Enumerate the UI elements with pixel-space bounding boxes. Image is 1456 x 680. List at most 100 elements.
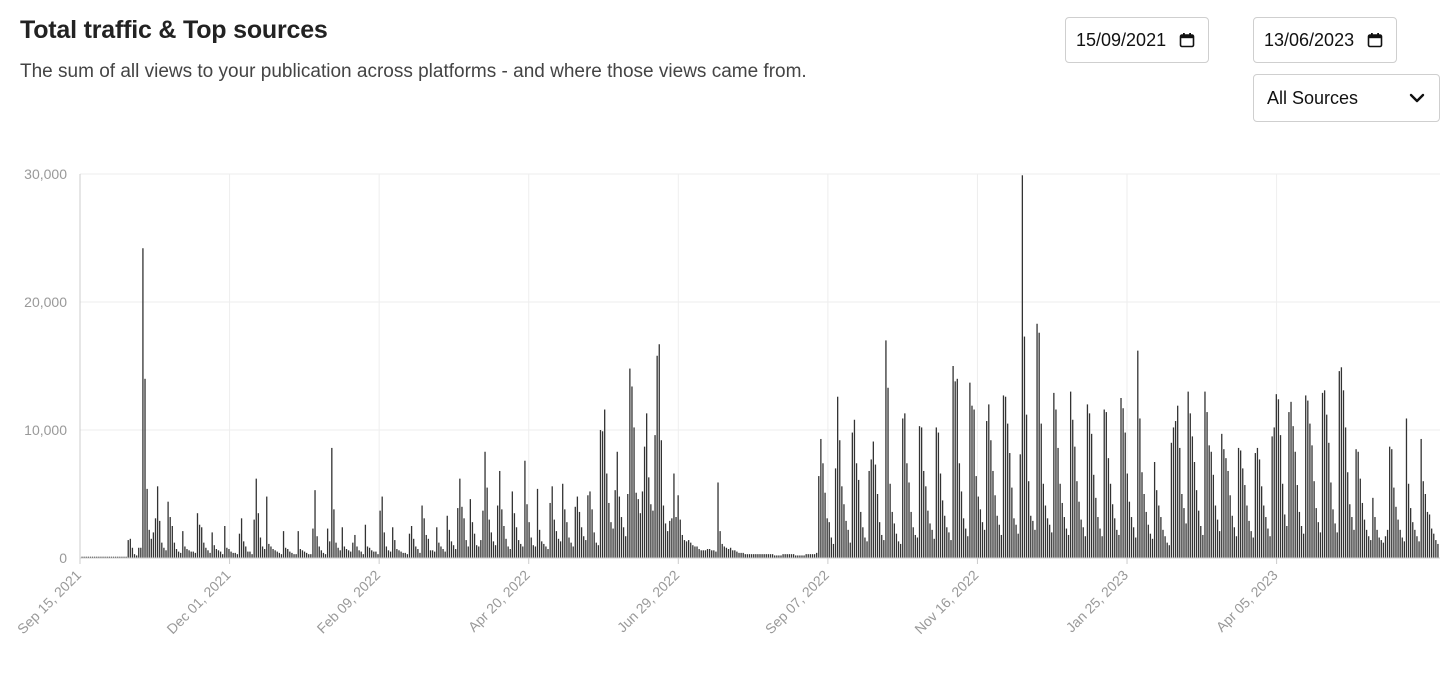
- y-tick-label: 30,000: [24, 166, 67, 182]
- end-date-input[interactable]: 13/06/2023: [1253, 17, 1397, 63]
- bar: [1007, 423, 1009, 558]
- bar: [679, 519, 681, 558]
- bar: [755, 554, 757, 558]
- bar: [937, 432, 940, 558]
- bar: [398, 550, 400, 558]
- source-select[interactable]: All Sources: [1253, 74, 1440, 122]
- bar: [620, 517, 623, 558]
- bar: [824, 492, 826, 558]
- bar: [81, 556, 83, 558]
- bar: [1103, 409, 1105, 558]
- bar: [1055, 409, 1057, 558]
- bar: [568, 537, 570, 558]
- bar: [673, 473, 675, 558]
- bar: [721, 543, 723, 558]
- bar: [803, 555, 805, 558]
- calendar-icon[interactable]: [1179, 32, 1195, 48]
- y-tick-label: 20,000: [24, 294, 67, 310]
- bar: [711, 550, 713, 558]
- bar: [736, 551, 738, 558]
- bar: [944, 515, 946, 558]
- bar: [446, 515, 448, 558]
- bar: [566, 522, 568, 558]
- bar: [1393, 487, 1395, 558]
- bar: [314, 490, 316, 558]
- bar: [392, 527, 394, 558]
- bar: [1149, 533, 1152, 558]
- bar: [618, 496, 621, 558]
- bar: [914, 534, 916, 558]
- bar: [1286, 526, 1288, 558]
- bar: [85, 556, 87, 558]
- bar: [261, 546, 264, 558]
- bar: [1395, 506, 1397, 558]
- bar: [526, 504, 528, 558]
- bar: [320, 550, 322, 558]
- bar: [1351, 517, 1353, 558]
- bar: [264, 549, 266, 558]
- bar: [792, 554, 795, 558]
- bar: [774, 555, 776, 558]
- bar: [820, 438, 822, 558]
- bar: [1183, 508, 1185, 558]
- bar: [583, 536, 585, 558]
- bar: [702, 550, 704, 558]
- bar: [1342, 390, 1345, 558]
- bar: [763, 554, 765, 558]
- bar: [1260, 486, 1263, 558]
- bar: [925, 486, 927, 558]
- bar: [641, 491, 644, 558]
- bar: [476, 545, 478, 558]
- bar: [908, 482, 910, 558]
- bar: [450, 541, 453, 558]
- start-date-input[interactable]: 15/09/2021: [1065, 17, 1209, 63]
- bar: [389, 551, 392, 558]
- bar: [1219, 531, 1221, 558]
- bar: [837, 396, 839, 558]
- bar: [1044, 505, 1047, 558]
- bar: [601, 431, 604, 558]
- bar: [121, 556, 123, 558]
- page-subtitle: The sum of all views to your publication…: [20, 61, 807, 82]
- bar: [356, 546, 358, 558]
- calendar-icon[interactable]: [1367, 32, 1383, 48]
- bar: [429, 550, 432, 558]
- bar: [1420, 438, 1422, 558]
- bar: [238, 533, 241, 558]
- bar: [251, 554, 253, 558]
- bar: [278, 552, 280, 558]
- bar: [778, 555, 780, 558]
- bar: [222, 554, 224, 558]
- bar: [1130, 517, 1133, 558]
- bar: [312, 528, 314, 558]
- bar: [799, 555, 801, 558]
- bar: [1088, 413, 1091, 558]
- bar: [133, 554, 136, 558]
- bar: [209, 552, 211, 558]
- bar: [1263, 505, 1265, 558]
- bar: [507, 546, 509, 558]
- bar: [864, 537, 866, 558]
- bar: [923, 470, 925, 558]
- bar: [333, 509, 335, 558]
- bar: [1370, 540, 1372, 558]
- bar: [725, 547, 728, 558]
- bar: [1357, 451, 1359, 558]
- bar: [1256, 447, 1259, 558]
- bar: [1378, 537, 1380, 558]
- bar: [776, 555, 778, 558]
- bar: [578, 511, 581, 558]
- end-date-value: 13/06/2023: [1264, 29, 1355, 50]
- bar: [444, 551, 446, 558]
- bar: [807, 554, 809, 558]
- bar: [845, 520, 847, 558]
- bar: [83, 556, 85, 558]
- bar: [1265, 517, 1267, 558]
- bar: [1032, 520, 1034, 558]
- bar: [675, 517, 677, 558]
- bar: [614, 490, 616, 558]
- bar: [753, 554, 755, 558]
- bar: [1214, 505, 1217, 558]
- bar: [383, 532, 385, 558]
- bar: [1328, 442, 1330, 558]
